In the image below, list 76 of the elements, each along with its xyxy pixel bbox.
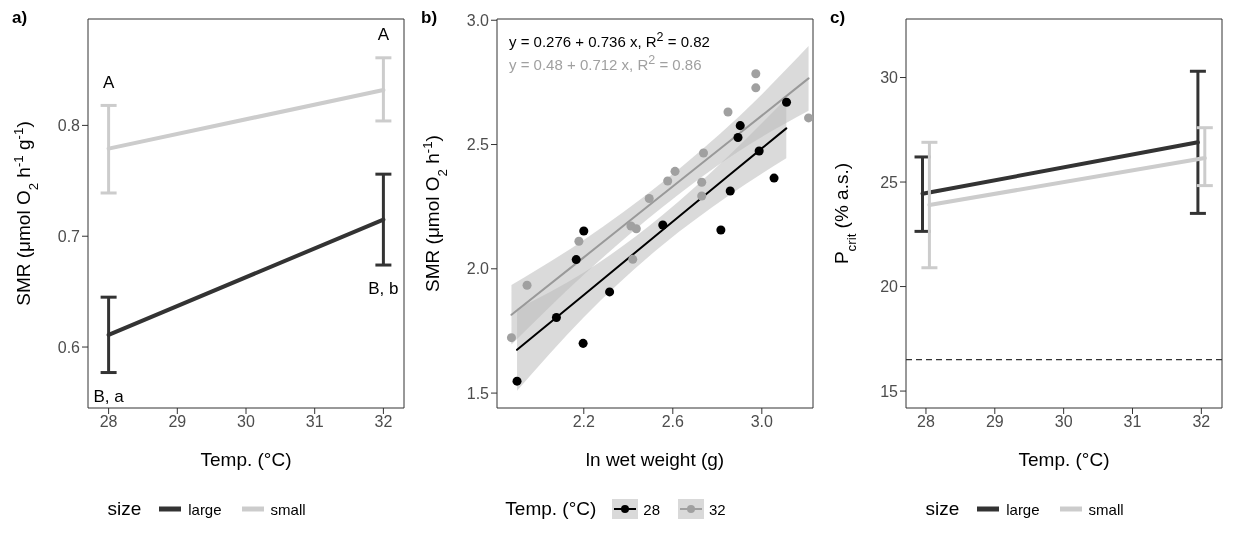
- point: [663, 176, 673, 186]
- point: [512, 376, 522, 386]
- x-axis-title: Temp. (°C): [200, 449, 292, 470]
- x-tick-label: 3.0: [750, 413, 774, 431]
- x-axis-title: Temp. (°C): [1018, 449, 1110, 470]
- chart-title: b): [421, 8, 438, 28]
- y-tick-label: 15: [880, 382, 899, 400]
- y-tick-label: 0.8: [57, 117, 81, 135]
- point: [697, 177, 707, 187]
- point: [506, 333, 516, 343]
- x-tick-label: 28: [99, 413, 118, 431]
- x-tick-label: 30: [237, 413, 255, 431]
- x-axis-title: ln wet weight (g): [585, 449, 725, 470]
- x-tick-label: 29: [985, 413, 1004, 431]
- point: [697, 191, 707, 201]
- y-tick-label: 2.5: [466, 136, 490, 154]
- y-tick-label: 30: [880, 69, 899, 87]
- point: [754, 146, 764, 156]
- annotation: y = 0.48 + 0.712 x, R$^{2}$ = 0.86: [509, 52, 703, 74]
- y-tick-label: 20: [880, 278, 899, 296]
- legend-label: small: [270, 500, 306, 518]
- legend-label: large: [188, 500, 222, 518]
- legend-label: large: [1006, 500, 1040, 518]
- point: [751, 83, 761, 93]
- point: [699, 148, 709, 158]
- point: [631, 224, 641, 234]
- x-tick-label: 30: [1054, 413, 1073, 431]
- chart-title: c): [830, 8, 846, 28]
- annotation: A: [377, 25, 390, 45]
- point: [579, 226, 589, 236]
- point: [782, 97, 792, 107]
- y-tick-label: 0.6: [57, 338, 81, 356]
- point: [723, 107, 733, 117]
- x-tick-label: 32: [374, 413, 393, 431]
- y-tick-label: 25: [880, 173, 899, 191]
- point: [628, 254, 638, 264]
- legend-label: 28: [643, 500, 660, 518]
- x-tick-label: 2.6: [661, 413, 685, 431]
- point: [735, 121, 745, 131]
- y-tick-label: 3.0: [466, 11, 490, 29]
- legend-title: size: [107, 498, 142, 520]
- y-tick-label: 1.5: [466, 384, 490, 402]
- y-tick-label: 0.7: [57, 227, 81, 245]
- y-tick-label: 2.0: [466, 260, 490, 278]
- point: [725, 186, 735, 196]
- annotation: y = 0.276 + 0.736 x, R$^{2}$ = 0.82: [509, 29, 710, 51]
- point: [644, 193, 654, 203]
- x-tick-label: 2.2: [572, 413, 596, 431]
- point: [716, 225, 726, 235]
- point: [578, 338, 588, 348]
- x-tick-label: 28: [917, 413, 935, 431]
- annotation: A: [102, 73, 115, 93]
- point: [658, 220, 668, 230]
- point: [605, 287, 615, 297]
- chart-title: a): [12, 8, 28, 28]
- point: [551, 313, 561, 323]
- legend-title: size: [925, 498, 960, 520]
- legend-label: 32: [709, 500, 726, 518]
- x-tick-label: 31: [1123, 413, 1142, 431]
- line-series: [516, 127, 788, 351]
- legend-label: small: [1088, 500, 1124, 518]
- point: [522, 280, 532, 290]
- point: [804, 113, 813, 123]
- point: [571, 255, 581, 265]
- x-tick-label: 31: [305, 413, 324, 431]
- annotation: B, a: [93, 386, 125, 406]
- x-tick-label: 32: [1192, 413, 1211, 431]
- point: [574, 236, 584, 246]
- line-series: [510, 77, 810, 316]
- annotation: B, b: [368, 279, 399, 299]
- point: [733, 133, 743, 143]
- x-tick-label: 29: [168, 413, 187, 431]
- legend-title: Temp. (°C): [505, 498, 597, 520]
- point: [769, 173, 779, 183]
- point: [751, 69, 761, 79]
- point: [670, 166, 680, 176]
